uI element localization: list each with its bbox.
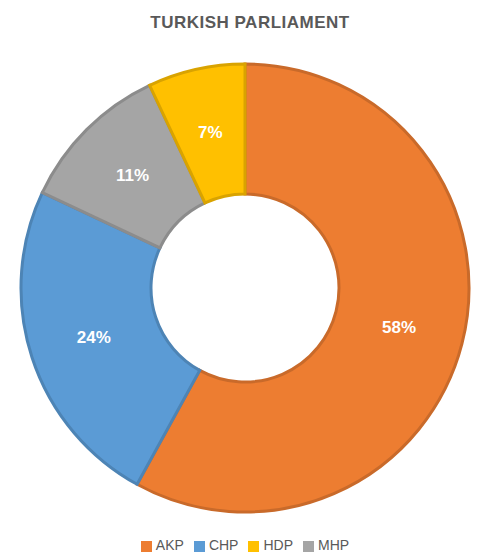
svg-text:24%: 24%: [77, 328, 111, 347]
html-text:MHP: MHP: [318, 537, 350, 553]
svg-text:11%: 11%: [116, 166, 149, 185]
html-text:HDP: HDP: [263, 537, 293, 553]
html-text:AKP: AKP: [155, 537, 184, 553]
svg-text:7%: 7%: [198, 123, 223, 142]
html-text:TURKISH PARLIAMENT: TURKISH PARLIAMENT: [150, 13, 350, 32]
html-text:CHP: CHP: [208, 537, 239, 553]
svg-text:58%: 58%: [382, 318, 416, 337]
